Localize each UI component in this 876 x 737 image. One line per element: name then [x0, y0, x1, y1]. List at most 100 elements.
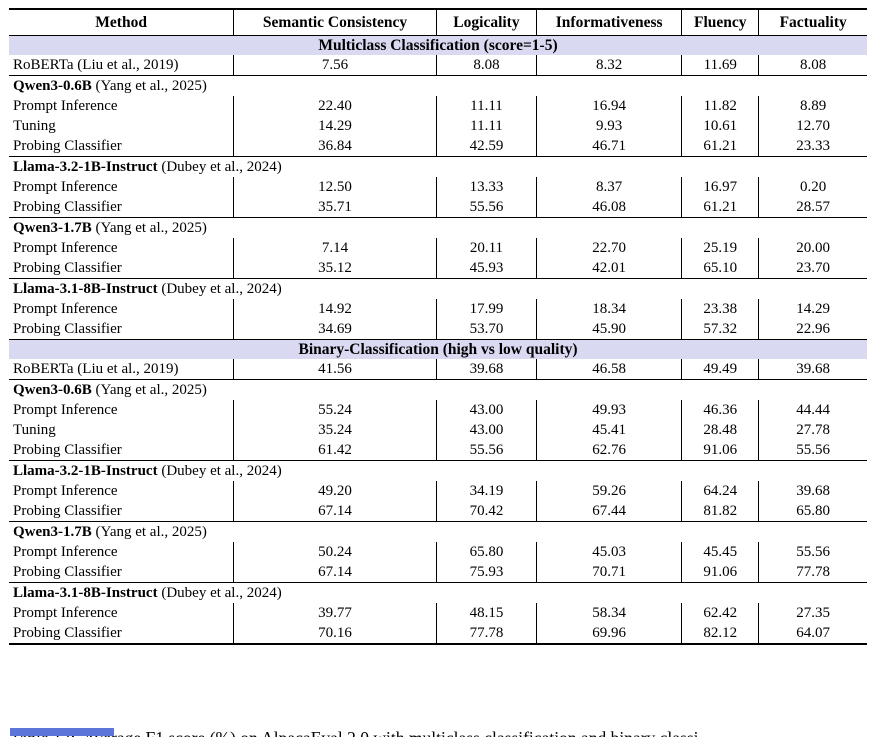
model-citation: (Yang et al., 2025)	[91, 381, 207, 398]
table-row: Prompt Inference 39.77 48.15 58.34 62.42 27.3…	[9, 603, 867, 623]
group-header-row: Qwen3-0.6B (Yang et al., 2025)	[9, 379, 867, 400]
value-cell: 23.38	[681, 299, 759, 319]
value-cell: 61.21	[681, 197, 759, 218]
group-header-row: Llama-3.2-1B-Instruct (Dubey et al., 202…	[9, 156, 867, 177]
caption-line-1: Table 13: Average F1 score (%) on Alpaca…	[10, 727, 866, 737]
method-cell: Prompt Inference	[13, 401, 118, 418]
value-cell: 8.08	[758, 55, 867, 76]
value-cell: 16.97	[681, 177, 759, 197]
method-cell: Prompt Inference	[13, 97, 118, 114]
value-cell: 49.93	[536, 400, 682, 420]
value-cell: 11.82	[681, 96, 759, 116]
value-cell: 45.93	[435, 258, 537, 279]
group-header-row: Llama-3.1-8B-Instruct (Dubey et al., 202…	[9, 582, 867, 603]
value-cell: 70.71	[536, 562, 682, 583]
value-cell: 70.16	[233, 623, 437, 644]
model-name: Llama-3.2-1B-Instruct	[13, 158, 158, 175]
value-cell: 23.33	[758, 136, 867, 157]
value-cell: 14.29	[233, 116, 437, 136]
group-header-row: Qwen3-0.6B (Yang et al., 2025)	[9, 75, 867, 96]
column-header-semantic-consistency: Semantic Consistency	[233, 9, 437, 36]
table-row: Tuning 35.24 43.00 45.41 28.48 27.78	[9, 420, 867, 440]
group-header-label: Llama-3.2-1B-Instruct (Dubey et al., 202…	[9, 460, 867, 481]
model-citation: (Yang et al., 2025)	[91, 523, 207, 540]
value-cell: 50.24	[233, 542, 437, 562]
table-row: Prompt Inference 50.24 65.80 45.03 45.45 55.5…	[9, 542, 867, 562]
value-cell: 55.56	[758, 440, 867, 461]
value-cell: 45.90	[536, 319, 682, 340]
value-cell: 69.96	[536, 623, 682, 644]
value-cell: 55.56	[435, 440, 537, 461]
group-header-label: Llama-3.1-8B-Instruct (Dubey et al., 202…	[9, 278, 867, 299]
model-name: Llama-3.1-8B-Instruct	[13, 280, 158, 297]
method-cell: Prompt Inference	[13, 178, 118, 195]
value-cell: 11.11	[435, 96, 537, 116]
value-cell: 8.89	[758, 96, 867, 116]
value-cell: 67.14	[233, 501, 437, 522]
value-cell: 48.15	[435, 603, 537, 623]
model-name: Qwen3-0.6B	[13, 77, 92, 94]
value-cell: 81.82	[681, 501, 759, 522]
table-row: Probing Classifier 67.14 70.42 67.44 81.82 65…	[9, 501, 867, 522]
value-cell: 46.08	[536, 197, 682, 218]
value-cell: 91.06	[681, 440, 759, 461]
method-cell: Prompt Inference	[13, 239, 118, 256]
model-citation: (Yang et al., 2025)	[91, 77, 207, 94]
value-cell: 22.40	[233, 96, 437, 116]
method-cell: Probing Classifier	[13, 441, 122, 458]
section-band-label: Multiclass Classification (score=1-5)	[9, 35, 867, 55]
value-cell: 27.78	[758, 420, 867, 440]
value-cell: 62.42	[681, 603, 759, 623]
method-cell: Probing Classifier	[13, 624, 122, 641]
table-row: Probing Classifier 35.12 45.93 42.01 65.10 23…	[9, 258, 867, 279]
method-cell: Probing Classifier	[13, 563, 122, 580]
table-header: Method Semantic Consistency Logicality Info…	[9, 9, 867, 36]
method-cell: Tuning	[13, 117, 56, 134]
group-header-label: Llama-3.1-8B-Instruct (Dubey et al., 202…	[9, 582, 867, 603]
value-cell: 20.11	[435, 238, 537, 258]
value-cell: 39.77	[233, 603, 437, 623]
value-cell: 7.14	[233, 238, 437, 258]
value-cell: 82.12	[681, 623, 759, 644]
value-cell: 46.58	[536, 359, 682, 380]
value-cell: 0.20	[758, 177, 867, 197]
value-cell: 22.96	[758, 319, 867, 340]
table-row: Prompt Inference 7.14 20.11 22.70 25.19 20.00	[9, 238, 867, 258]
column-header-row: Method Semantic Consistency Logicality Info…	[9, 9, 867, 36]
group-header-row: Qwen3-1.7B (Yang et al., 2025)	[9, 521, 867, 542]
partial-next-element-bar	[10, 728, 114, 736]
model-citation: (Yang et al., 2025)	[91, 219, 207, 236]
value-cell: 11.11	[435, 116, 537, 136]
group-header-row: Llama-3.1-8B-Instruct (Dubey et al., 202…	[9, 278, 867, 299]
value-cell: 55.24	[233, 400, 437, 420]
value-cell: 10.61	[681, 116, 759, 136]
value-cell: 67.44	[536, 501, 682, 522]
value-cell: 13.33	[435, 177, 537, 197]
value-cell: 23.70	[758, 258, 867, 279]
value-cell: 8.37	[536, 177, 682, 197]
table-body: Multiclass Classification (score=1-5) RoB…	[9, 35, 867, 644]
value-cell: 58.34	[536, 603, 682, 623]
table-row: Probing Classifier 36.84 42.59 46.71 61.21 23…	[9, 136, 867, 157]
value-cell: 43.00	[435, 400, 537, 420]
group-header-label: Qwen3-0.6B (Yang et al., 2025)	[9, 75, 867, 96]
group-header-label: Llama-3.2-1B-Instruct (Dubey et al., 202…	[9, 156, 867, 177]
model-citation: (Dubey et al., 2024)	[157, 158, 282, 175]
value-cell: 8.32	[536, 55, 682, 76]
value-cell: 28.57	[758, 197, 867, 218]
table-row: Probing Classifier 35.71 55.56 46.08 61.21 28…	[9, 197, 867, 218]
value-cell: 65.80	[435, 542, 537, 562]
value-cell: 36.84	[233, 136, 437, 157]
method-cell: Prompt Inference	[13, 300, 118, 317]
value-cell: 67.14	[233, 562, 437, 583]
value-cell: 44.44	[758, 400, 867, 420]
value-cell: 62.76	[536, 440, 682, 461]
value-cell: 43.00	[435, 420, 537, 440]
value-cell: 91.06	[681, 562, 759, 583]
section-band-row: Multiclass Classification (score=1-5)	[9, 35, 867, 55]
value-cell: 25.19	[681, 238, 759, 258]
value-cell: 14.29	[758, 299, 867, 319]
table-row: RoBERTa (Liu et al., 2019) 41.56 39.68 46.5…	[9, 359, 867, 380]
value-cell: 12.70	[758, 116, 867, 136]
